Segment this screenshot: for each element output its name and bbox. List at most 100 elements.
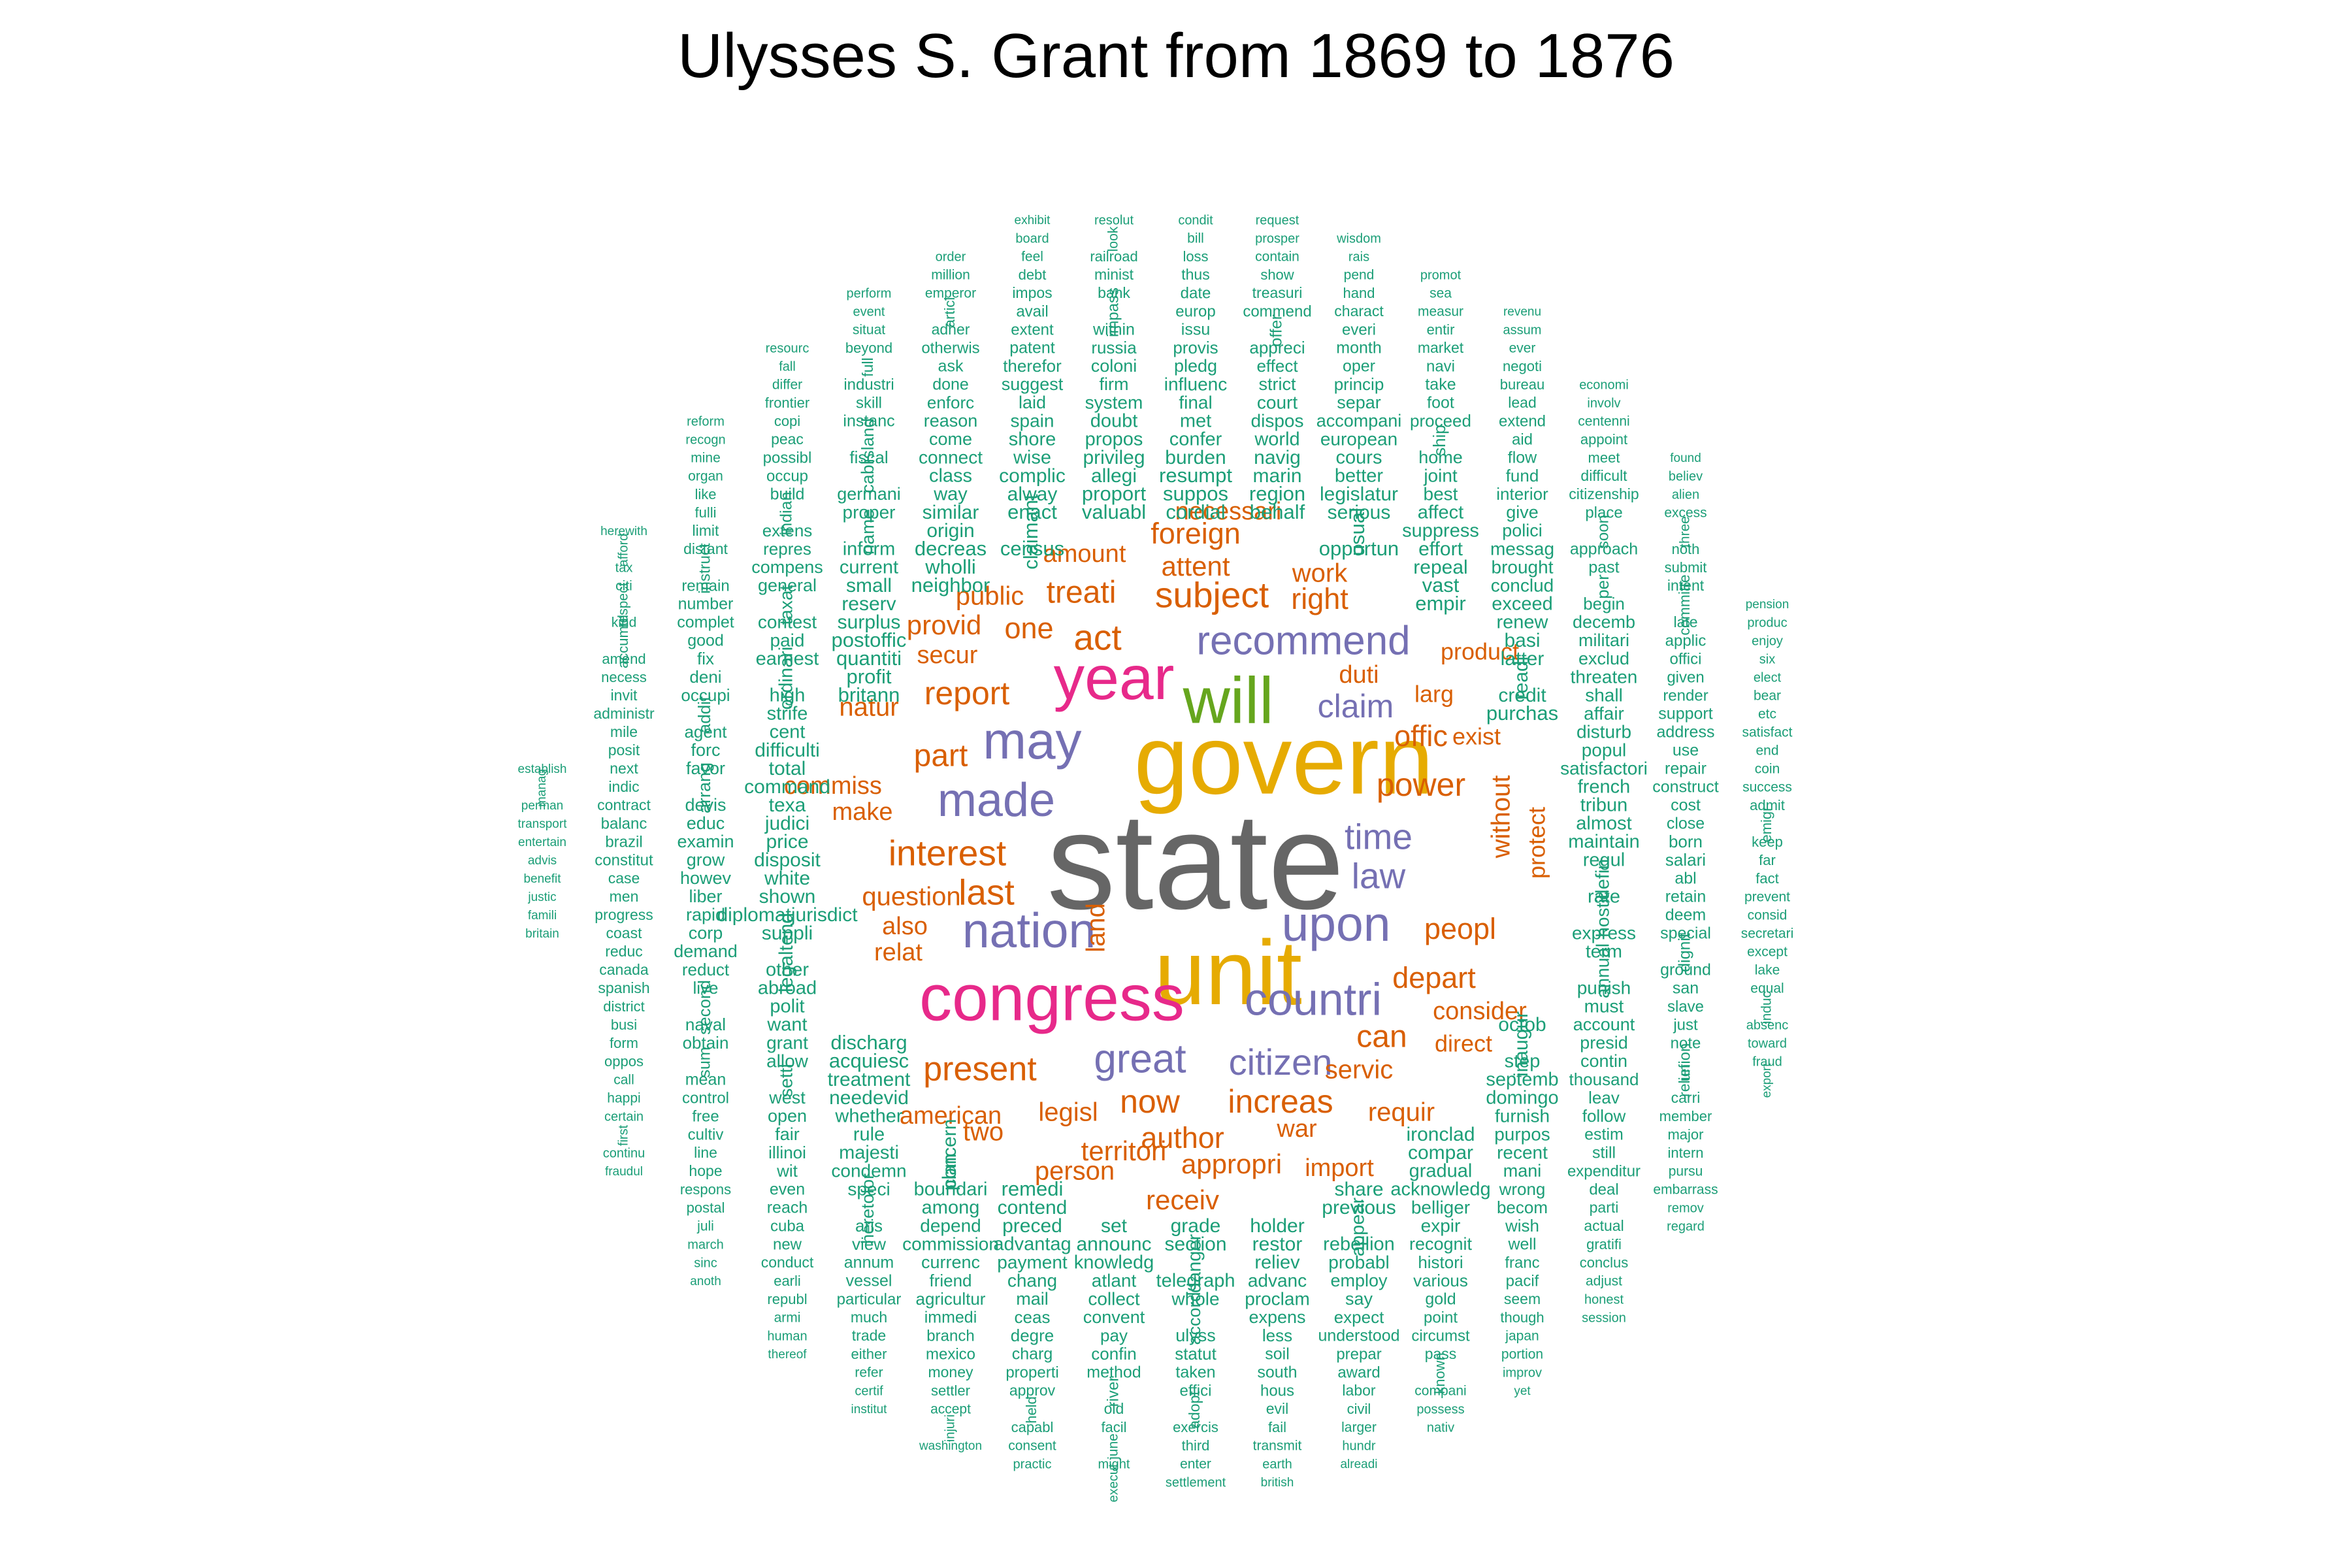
cloud-word-contain: contain [1255,250,1299,265]
cloud-word-cost: cost [1671,796,1701,815]
cloud-word-trade: trade [852,1327,886,1344]
cloud-word-revenu: revenu [1503,305,1541,319]
cloud-word-support: support [1658,705,1712,723]
cloud-word-hous: hous [1260,1382,1294,1399]
cloud-word-armi: armi [774,1311,801,1326]
cloud-word-parti: parti [1590,1199,1619,1216]
cloud-word-necessari: necessari [1175,498,1282,525]
cloud-word-readi: readi [1511,657,1532,700]
cloud-word-corp: corp [689,923,723,943]
cloud-word-transport: transport [518,817,568,831]
cloud-word-europ: europ [1175,302,1215,320]
cloud-word-concern: concern [939,1119,960,1189]
cloud-word-cuba: cuba [770,1217,805,1235]
cloud-word-hundr: hundr [1342,1439,1375,1453]
cloud-word-share: share [1334,1179,1383,1200]
cloud-word-frontier: frontier [765,395,809,411]
cloud-word-last: last [958,872,1015,913]
cloud-word-railroad: railroad [1090,248,1137,265]
cloud-word-administr: administr [593,705,655,722]
cloud-word-express: express [1572,923,1636,943]
cloud-word-institut: institut [851,1403,888,1416]
cloud-word-friend: friend [929,1271,972,1290]
cloud-word-larg: larg [1414,681,1454,708]
cloud-word-south: south [1257,1364,1297,1382]
cloud-word-recommend: recommend [1196,618,1410,663]
cloud-word-neighbor: neighbor [911,574,990,596]
cloud-word-doubt: doubt [1090,411,1138,432]
cloud-word-firm: firm [1100,374,1129,394]
cloud-word-can: can [1356,1020,1407,1054]
cloud-word-vast: vast [1422,574,1460,596]
cloud-word-postal: postal [687,1200,725,1216]
cloud-word-accumul: accumul [615,615,631,668]
cloud-word-even: even [770,1181,805,1199]
cloud-word-militari: militari [1578,630,1629,650]
cloud-word-take: take [1425,376,1456,394]
cloud-word-evil: evil [1266,1400,1289,1417]
cloud-word-form: form [610,1035,638,1051]
cloud-word-instanc: instanc [843,412,894,431]
cloud-word-allegi: allegi [1091,465,1137,487]
cloud-word-perform: perform [847,286,892,301]
cloud-word-republ: republ [767,1291,807,1307]
cloud-word-direct: direct [1435,1030,1492,1057]
cloud-word-valuabl: valuabl [1082,500,1146,523]
cloud-word-money: money [928,1364,973,1380]
cloud-word-nation: nation [962,903,1096,958]
cloud-word-respons: respons [680,1181,731,1198]
cloud-word-settl: settl [776,1064,796,1097]
cloud-word-disturb: disturb [1576,721,1631,742]
cloud-word-known: known [1431,1352,1448,1394]
cloud-word-wrong: wrong [1499,1179,1546,1199]
cloud-word-rate: rate [1588,887,1620,907]
cloud-word-presid: presid [1580,1033,1628,1053]
cloud-word-almost: almost [1576,813,1631,834]
cloud-word-part: part [914,739,968,774]
cloud-word-vessel: vessel [846,1272,892,1290]
cloud-word-regul: regul [1583,850,1625,871]
cloud-word-end: end [1756,743,1778,759]
cloud-word-ever: ever [1509,341,1536,356]
cloud-word-etc: etc [1758,707,1776,722]
cloud-word-six: six [1759,652,1775,666]
cloud-word-opportun: opportun [1319,537,1399,560]
cloud-word-basi: basi [1504,630,1540,651]
cloud-word-given: given [1667,668,1704,686]
cloud-word-adopt: adopt [1186,1391,1203,1429]
cloud-word-time: time [1345,817,1413,857]
cloud-word-telegraph: telegraph [1156,1271,1235,1292]
cloud-word-feel: feel [1021,250,1043,265]
cloud-word-control: control [682,1089,729,1107]
cloud-word-exclud: exclud [1578,649,1629,668]
cloud-word-contest: contest [758,612,817,632]
cloud-word-bill: bill [1187,231,1204,246]
cloud-word-shore: shore [1009,429,1056,450]
cloud-word-profit: profit [847,665,892,688]
cloud-word-conclus: conclus [1580,1254,1629,1271]
cloud-word-thereof: thereof [768,1348,807,1362]
cloud-word-becom: becom [1497,1198,1548,1217]
cloud-word-properti: properti [1005,1364,1058,1381]
cloud-word-peopl: peopl [1424,912,1496,945]
cloud-word-induc: induc [1759,991,1774,1024]
cloud-word-leav: leav [1588,1088,1620,1107]
cloud-word-tax: tax [615,561,633,575]
cloud-word-come: come [929,429,972,449]
cloud-word-earli: earli [774,1273,801,1289]
cloud-word-good: good [687,632,724,650]
cloud-word-late: late [1673,613,1697,630]
cloud-word-without: without [1487,776,1516,859]
cloud-word-product: product [1441,638,1519,665]
cloud-word-preced: preced [1002,1215,1062,1237]
cloud-word-nativ: nativ [1427,1420,1454,1435]
cloud-word-advantag: advantag [993,1234,1071,1255]
cloud-word-seem: seem [1504,1290,1541,1307]
cloud-word-agent: agent [684,722,727,742]
cloud-word-far: far [1759,852,1776,868]
cloud-word-grow: grow [687,850,725,870]
cloud-word-empir: empir [1415,592,1466,615]
cloud-word-messag: messag [1490,538,1554,559]
cloud-word-work: work [1292,559,1348,588]
cloud-word-navig: navig [1254,447,1301,468]
